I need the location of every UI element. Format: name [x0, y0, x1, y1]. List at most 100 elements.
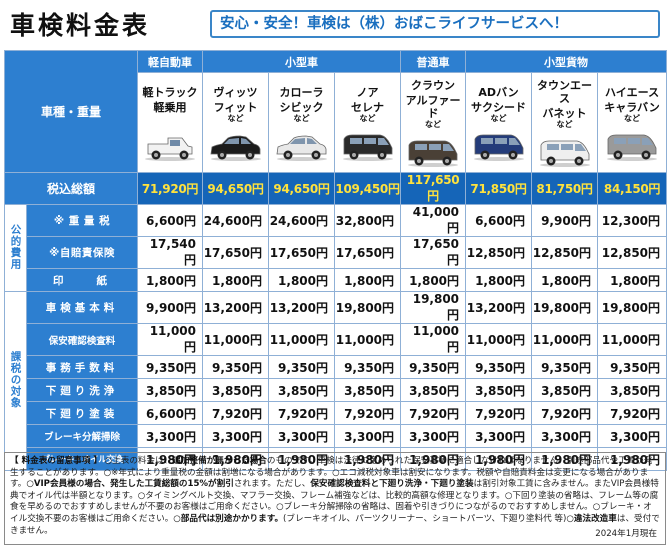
price-cell: 3,300円 [597, 424, 668, 448]
car-name-line2: バネット [542, 107, 587, 120]
price-cell: 24,600円 [268, 204, 336, 237]
car-cell-1: ヴィッツ フィット など [202, 72, 270, 173]
price-cell: 3,850円 [202, 378, 270, 402]
price-cell: 17,650円 [400, 236, 467, 269]
car-name-line1: クラウン [411, 79, 456, 92]
car-name-line1: ノア [356, 85, 379, 99]
price-cell: 1,980円 [465, 447, 533, 471]
car-name-line2: シビック [279, 100, 324, 114]
price-cell: 17,540円 [137, 236, 204, 269]
total-value-7: 84,150円 [597, 172, 668, 205]
table-row: 印 紙 1,800円 1,800円 1,800円 1,800円 1,800円 1,800円 1… [5, 268, 668, 292]
price-table: 車種・重量 軽自動車 小型車 普通車 小型貨物 軽トラック 軽乗用 ヴィッツ フィット… [3, 50, 668, 471]
price-cell: 9,350円 [334, 355, 402, 379]
notes-text-4: は割引対象工賃に含みません。またVIP会員様特典でオイル代は半額となります。○タ… [10, 479, 659, 524]
price-cell: 13,200円 [268, 291, 336, 324]
taxable-category: 課税の対象 [4, 291, 27, 471]
price-cell: 3,300円 [334, 424, 402, 448]
row-label: 下廻り塗装 [25, 401, 139, 425]
car-cell-6: タウンエース バネット など [531, 72, 599, 173]
price-cell: 17,650円 [202, 236, 270, 269]
price-cell: 3,300円 [465, 424, 533, 448]
price-cell: 3,300円 [202, 424, 270, 448]
car-name-line2: サクシード [471, 100, 527, 114]
car-image-4 [408, 140, 459, 167]
car-row: 軽トラック 軽乗用 ヴィッツ フィット など カローラ シビック など ノア セレナ など クラウンア… [5, 72, 668, 173]
price-cell: 9,900円 [531, 204, 599, 237]
car-name-line1: タウンエース [537, 79, 593, 105]
total-value-6: 81,750円 [531, 172, 599, 205]
price-cell: 6,600円 [137, 204, 204, 237]
price-cell: 11,000円 [531, 323, 599, 356]
row-label: 事務手数料 [25, 355, 139, 379]
table-row: ※自賠責保険 17,540円 17,650円 17,650円 17,650円 17,650… [5, 236, 668, 269]
price-cell: 12,300円 [597, 204, 668, 237]
price-cell: 19,800円 [531, 291, 599, 324]
table-row: 事務手数料 9,350円 9,350円 9,350円 9,350円 9,350円 9,350… [5, 355, 668, 379]
price-cell: 6,600円 [465, 204, 533, 237]
price-cell: 3,300円 [531, 424, 599, 448]
price-cell: 1,980円 [137, 447, 204, 471]
price-cell: 9,350円 [137, 355, 204, 379]
car-name-line2: セレナ [351, 100, 385, 114]
car-cell-7: ハイエース キャラバン など [597, 72, 668, 173]
car-cell-0: 軽トラック 軽乗用 [137, 72, 204, 173]
table-row: ブレーキ分解掃除 3,300円 3,300円 3,300円 3,300円 3,300円 3,… [5, 424, 668, 448]
vehicle-header: 車種・重量 [3, 50, 139, 173]
table-row: 下廻り塗装 6,600円 7,920円 7,920円 7,920円 7,920円 7,920… [5, 401, 668, 425]
price-cell: 1,800円 [202, 268, 270, 292]
page-title: 車検料金表 [10, 11, 151, 40]
header: 車検料金表 安心・安全！車検は（株）おばこライフサービスへ！ [0, 0, 670, 46]
price-cell: 9,350円 [202, 355, 270, 379]
group-kei: 軽自動車 [137, 50, 204, 73]
public-cost-rows: 公的費用 ※ 重 量 税 6,600円 24,600円 24,600円 32,800円 41… [4, 204, 668, 292]
total-value-5: 71,850円 [465, 172, 533, 205]
car-nado: など [490, 113, 507, 123]
price-cell: 17,650円 [334, 236, 402, 269]
table-row: 下廻り洗浄 3,850円 3,850円 3,850円 3,850円 3,850円 3,850… [5, 378, 668, 402]
row-label: 下廻り洗浄 [25, 378, 139, 402]
price-cell: 1,800円 [465, 268, 533, 292]
price-cell: 1,800円 [137, 268, 204, 292]
car-nado: など [293, 113, 310, 123]
price-cell: 12,850円 [531, 236, 599, 269]
row-label: ブレーキ・オイル交換 [25, 447, 139, 471]
price-cell: 1,800円 [597, 268, 668, 292]
car-image-7 [607, 134, 658, 161]
car-image-1 [210, 135, 261, 161]
car-image-5 [473, 134, 524, 161]
taxable-cost-rows: 課税の対象 車検基本料 9,900円 13,200円 13,200円 19,800円 19,… [4, 291, 668, 471]
price-cell: 7,920円 [400, 401, 467, 425]
price-cell: 6,600円 [137, 401, 204, 425]
table-row: 課税の対象 車検基本料 9,900円 13,200円 13,200円 19,800円 19,… [4, 291, 668, 471]
notes-text-1: ○上表の料金は、 [104, 456, 173, 466]
price-cell: 7,920円 [531, 401, 599, 425]
car-name-line1: ハイエース [604, 85, 660, 99]
notes-bold-1: 追加整備が無かった場合 [172, 456, 267, 466]
price-cell: 19,800円 [400, 291, 467, 324]
notes-bold-3: 保安確認検査料と下廻り洗浄・下廻り塗装 [310, 479, 474, 490]
price-cell: 11,000円 [268, 323, 336, 356]
row-label: ブレーキ分解掃除 [25, 424, 139, 448]
car-name-line2: 軽乗用 [153, 100, 187, 114]
total-value-2: 94,650円 [268, 172, 336, 205]
price-cell: 1,980円 [334, 447, 402, 471]
table-row: 公的費用 ※ 重 量 税 6,600円 24,600円 24,600円 32,800円 41… [4, 204, 668, 292]
row-label: ※自賠責保険 [25, 236, 139, 269]
row-label: 車検基本料 [25, 291, 139, 324]
price-cell: 19,800円 [597, 291, 668, 324]
car-name-line1: 軽トラック [142, 85, 198, 99]
row-label: 保安確認検査料 [25, 323, 139, 356]
price-cell: 3,300円 [137, 424, 204, 448]
page-subtitle: 安心・安全！車検は（株）おばこライフサービスへ！ [210, 10, 660, 38]
notes-bold-5: 違法改造車 [573, 513, 617, 524]
price-cell: 9,350円 [400, 355, 467, 379]
price-cell: 13,200円 [202, 291, 270, 324]
price-cell: 9,350円 [597, 355, 668, 379]
car-nado: など [425, 120, 442, 129]
notes-bold-4: 部品代は別途かかります。 [180, 513, 284, 524]
price-cell: 3,300円 [268, 424, 336, 448]
row-label: 印 紙 [25, 268, 139, 292]
total-value-0: 71,920円 [137, 172, 204, 205]
price-cell: 32,800円 [334, 204, 402, 237]
